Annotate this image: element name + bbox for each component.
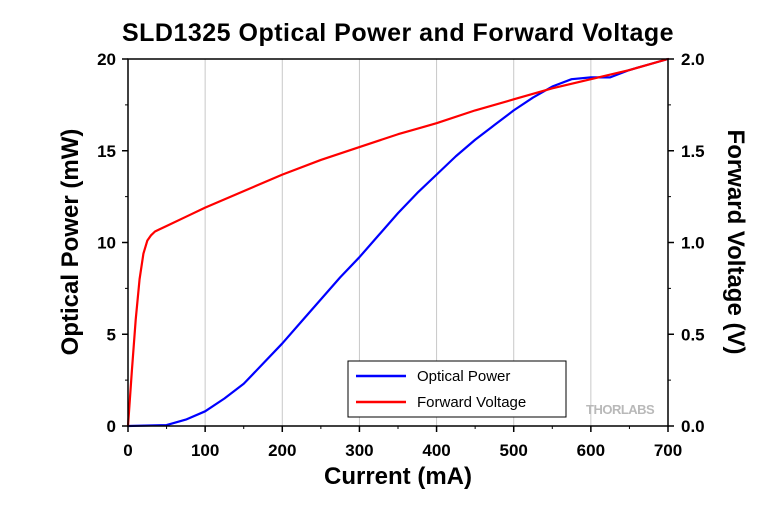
y-axis-title: Optical Power (mW) [57, 129, 84, 356]
series-line-forward-voltage [126, 57, 670, 428]
x-tick-label: 200 [268, 441, 296, 460]
y-tick-label: 20 [97, 50, 116, 69]
y-tick-label: 0 [107, 417, 116, 436]
y-tick-label: 10 [97, 234, 116, 253]
x-tick-label: 300 [345, 441, 373, 460]
y2-tick-label: 1.5 [681, 142, 705, 161]
x-tick-label: 600 [577, 441, 605, 460]
legend-label-optical-power: Optical Power [417, 368, 510, 385]
series-layer [126, 57, 670, 428]
y-tick-label: 5 [107, 325, 116, 344]
y2-tick-label: 0.5 [681, 325, 705, 344]
legend: Optical Power Forward Voltage [347, 360, 567, 418]
x-tick-label: 100 [191, 441, 219, 460]
y-tick-label: 15 [97, 142, 116, 161]
legend-box [347, 360, 567, 418]
grid-lines [204, 59, 592, 426]
x-tick-label: 700 [654, 441, 682, 460]
chart-title: SLD1325 Optical Power and Forward Voltag… [122, 19, 674, 47]
thorlabs-watermark: THORLABS [586, 402, 655, 417]
series-line-optical-power [126, 57, 670, 428]
y2-tick-label: 2.0 [681, 50, 705, 69]
x-tick-label: 400 [422, 441, 450, 460]
y2-tick-label: 0.0 [681, 417, 705, 436]
axis-ticks [122, 58, 674, 432]
y2-tick-label: 1.0 [681, 234, 705, 253]
tick-labels: 0 100 200 300 400 500 600 700 0 5 10 15 20 0.0 0.5 1.0 1… [97, 50, 705, 460]
legend-label-forward-voltage: Forward Voltage [417, 394, 526, 411]
y2-axis-title: Forward Voltage (V) [722, 130, 749, 355]
x-tick-label: 0 [123, 441, 132, 460]
x-axis-title: Current (mA) [324, 463, 472, 490]
x-tick-label: 500 [500, 441, 528, 460]
